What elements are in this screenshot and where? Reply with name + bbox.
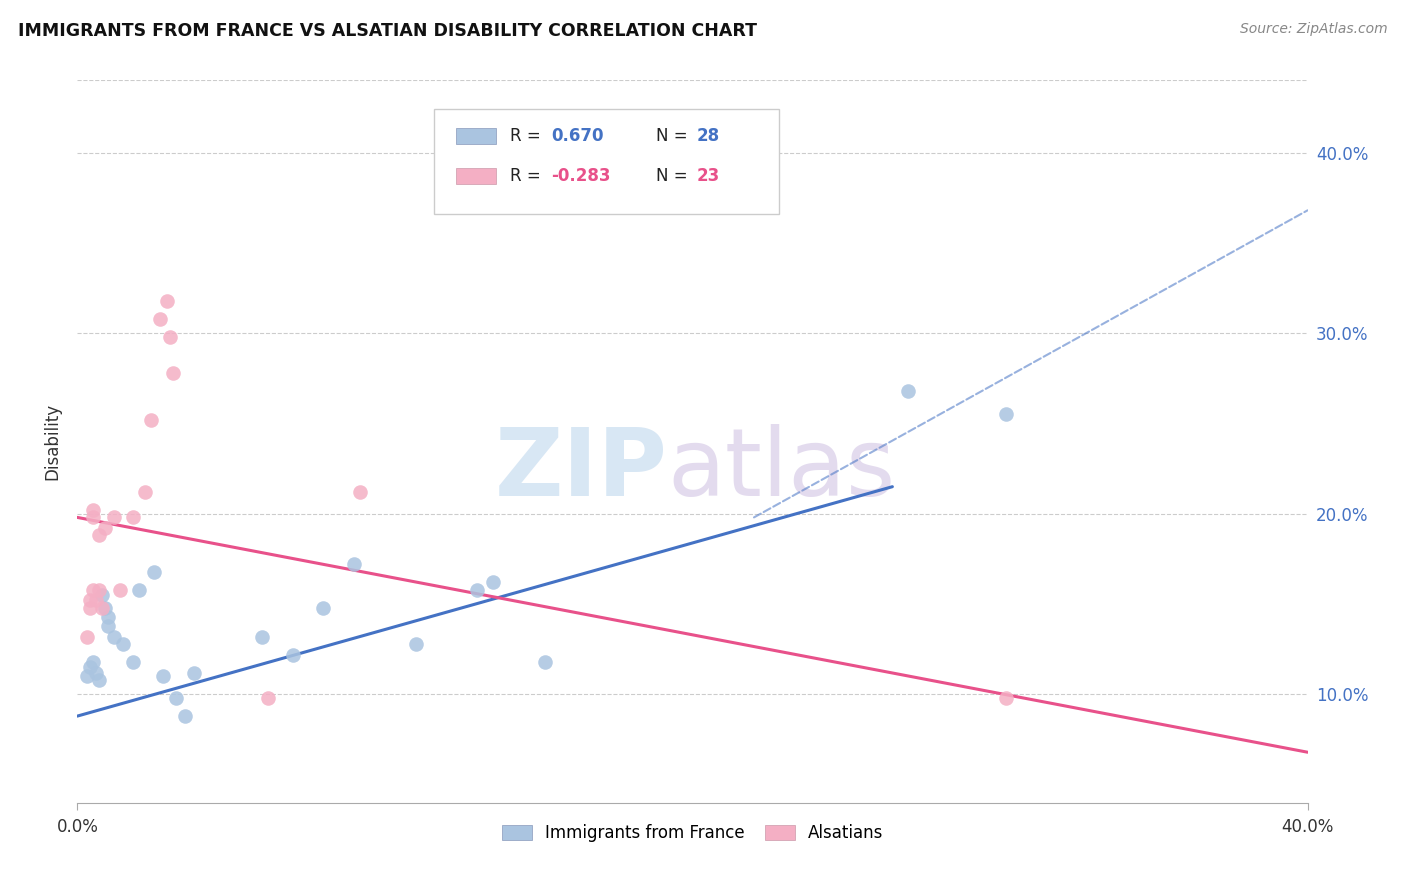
Point [141,413,163,427]
Point [155,293,177,308]
Text: ZIP: ZIP [495,425,668,516]
Point [162,366,184,380]
Point [343,558,366,572]
Point [76,630,98,644]
Point [82,655,104,669]
Point [87,673,110,687]
Point [149,311,172,326]
Point [79,660,101,674]
Point [103,630,125,644]
Point [79,600,101,615]
Point [995,691,1018,706]
Point [94,521,117,535]
Point [90,588,114,602]
Point [82,510,104,524]
Point [87,528,110,542]
Point [183,665,205,680]
Point [90,600,114,615]
Point [84,665,107,680]
Point [405,637,427,651]
FancyBboxPatch shape [457,128,496,144]
Point [534,655,557,669]
Text: Source: ZipAtlas.com: Source: ZipAtlas.com [1240,22,1388,37]
Point [82,582,104,597]
Text: N =: N = [655,127,692,145]
Point [465,582,488,597]
Point [94,600,117,615]
Point [995,408,1018,422]
Text: 23: 23 [696,168,720,186]
Text: R =: R = [510,127,547,145]
Point [79,593,101,607]
Point [87,582,110,597]
Text: R =: R = [510,168,547,186]
Text: N =: N = [655,168,692,186]
Point [112,637,135,651]
Point [128,582,150,597]
FancyBboxPatch shape [457,169,496,185]
Legend: Immigrants from France, Alsatians: Immigrants from France, Alsatians [495,817,890,848]
Point [481,575,503,590]
Point [165,691,187,706]
Point [134,485,156,500]
Text: -0.283: -0.283 [551,168,610,186]
Point [174,709,197,723]
Text: atlas: atlas [668,425,896,516]
Point [110,582,132,597]
Point [121,655,143,669]
Point [121,510,143,524]
Text: IMMIGRANTS FROM FRANCE VS ALSATIAN DISABILITY CORRELATION CHART: IMMIGRANTS FROM FRANCE VS ALSATIAN DISAB… [18,22,758,40]
Point [82,503,104,517]
Point [103,510,125,524]
Point [281,648,304,662]
Point [152,669,174,683]
Point [84,593,107,607]
Point [143,565,166,579]
Point [97,619,120,633]
Point [312,600,335,615]
Point [97,609,120,624]
Point [349,485,371,500]
Point [159,330,181,344]
Point [257,691,280,706]
Point [76,669,98,683]
Point [250,630,273,644]
Point [897,384,920,398]
Y-axis label: Disability: Disability [44,403,62,480]
FancyBboxPatch shape [434,109,779,214]
Text: 0.670: 0.670 [551,127,603,145]
Text: 28: 28 [696,127,720,145]
